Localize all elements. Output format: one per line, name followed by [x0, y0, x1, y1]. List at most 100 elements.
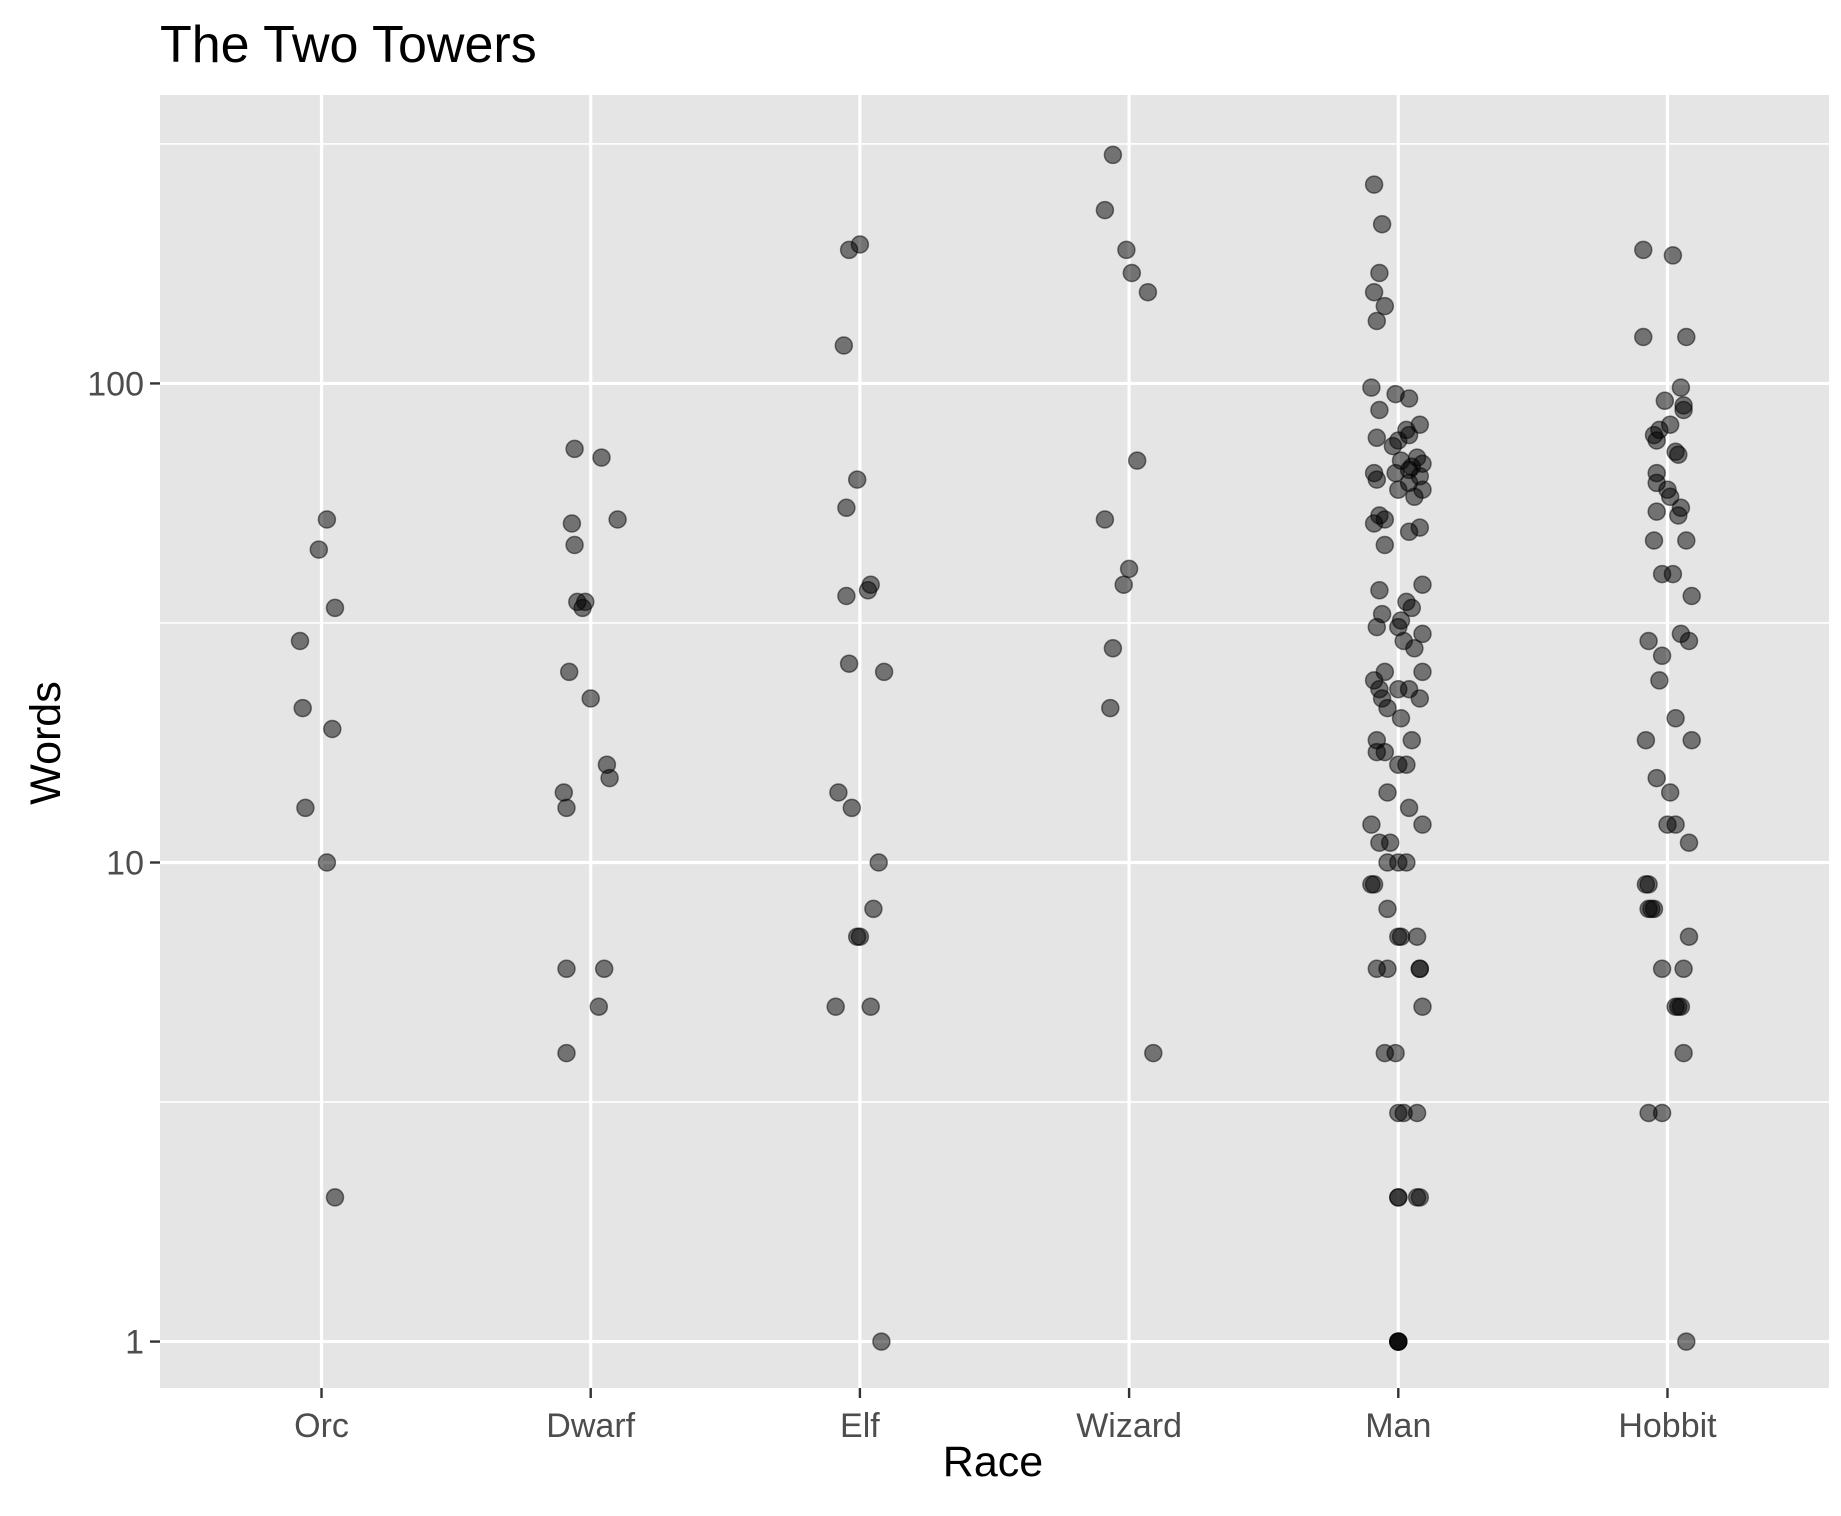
data-point [826, 997, 845, 1016]
data-point [557, 959, 576, 979]
data-point [1364, 282, 1384, 302]
data-point [1647, 768, 1666, 788]
data-point [1660, 487, 1680, 507]
data-point [1413, 624, 1432, 644]
data-point [317, 510, 337, 529]
data-point [1389, 927, 1408, 946]
data-point [1405, 639, 1424, 658]
data-point [1674, 1043, 1693, 1063]
data-point [839, 654, 859, 673]
data-point [1679, 631, 1699, 651]
data-point [872, 1332, 891, 1351]
data-point [565, 535, 584, 555]
data-point [1634, 240, 1653, 260]
data-point [1375, 535, 1395, 555]
data-point [1378, 853, 1397, 872]
data-point [837, 586, 856, 606]
data-point [1634, 327, 1653, 347]
data-point [557, 1043, 576, 1063]
data-point [1405, 487, 1424, 507]
data-point [1636, 875, 1656, 894]
data-point [1378, 698, 1397, 718]
data-point [296, 798, 315, 818]
data-point [589, 997, 609, 1016]
data-point [1677, 327, 1696, 347]
data-point [594, 959, 614, 979]
data-point [1669, 997, 1688, 1016]
series-man [1362, 175, 1432, 1351]
data-point [309, 540, 329, 559]
x-tick-label: Dwarf [546, 1407, 635, 1445]
data-point [1389, 755, 1408, 774]
data-point [1674, 396, 1693, 415]
data-point [850, 235, 870, 254]
data-point [1647, 502, 1666, 521]
data-point [1679, 833, 1699, 852]
data-point [1671, 378, 1691, 397]
x-tick-label: Hobbit [1618, 1407, 1717, 1445]
data-point [1652, 646, 1672, 666]
data-point [1119, 559, 1139, 579]
data-point [842, 798, 862, 818]
x-tick-label: Orc [294, 1407, 349, 1445]
data-point [1367, 311, 1387, 331]
data-point [1669, 506, 1688, 525]
data-point [317, 853, 337, 872]
data-point [1367, 428, 1387, 448]
chart-title: The Two Towers [160, 16, 537, 74]
data-point [1677, 1332, 1696, 1351]
data-point [1389, 480, 1408, 499]
data-point [1660, 415, 1680, 434]
data-point [1669, 445, 1688, 464]
data-point [858, 581, 878, 600]
data-point [861, 997, 880, 1016]
data-point [325, 598, 345, 618]
axes: 1 10 100 Orc Dwarf Elf Wizard Man Hobbit [87, 365, 1717, 1445]
data-point [1410, 959, 1430, 979]
data-point [1101, 698, 1120, 718]
data-point [847, 470, 867, 489]
data-point [293, 698, 312, 718]
data-point [1407, 1188, 1427, 1207]
data-point [1658, 815, 1677, 834]
x-axis-title: Race [943, 1438, 1043, 1486]
data-point [565, 439, 584, 459]
series-dwarf [554, 439, 627, 1063]
x-tick-label: Wizard [1076, 1407, 1182, 1445]
data-point [847, 927, 867, 946]
data-point [1364, 514, 1384, 533]
data-point [559, 662, 579, 682]
data-point [864, 899, 883, 919]
data-point [1367, 742, 1387, 762]
data-point [1413, 575, 1432, 594]
data-point [323, 719, 342, 739]
data-point [834, 336, 854, 355]
data-point [1639, 631, 1658, 651]
series-hobbit [1634, 240, 1701, 1351]
data-point [1380, 833, 1400, 852]
y-axis-title: Words [22, 681, 70, 804]
data-point [325, 1188, 345, 1207]
data-point [1413, 815, 1432, 834]
data-point [1389, 1188, 1408, 1207]
data-point [1364, 875, 1384, 894]
data-point [1413, 662, 1432, 682]
data-point [1636, 730, 1656, 750]
data-point [1364, 175, 1384, 194]
data-point [608, 510, 627, 529]
data-point [592, 448, 611, 467]
data-point [1367, 617, 1387, 637]
data-point [1666, 709, 1685, 728]
data-point [1378, 959, 1397, 979]
data-point [1402, 598, 1422, 618]
data-point [1402, 730, 1422, 750]
data-point [1655, 391, 1675, 411]
data-point [1095, 510, 1115, 529]
data-point [1399, 389, 1419, 408]
data-point [1389, 1103, 1408, 1123]
data-point [1114, 575, 1133, 594]
data-point [600, 768, 619, 788]
data-point [1674, 959, 1693, 979]
data-point [1650, 671, 1669, 690]
